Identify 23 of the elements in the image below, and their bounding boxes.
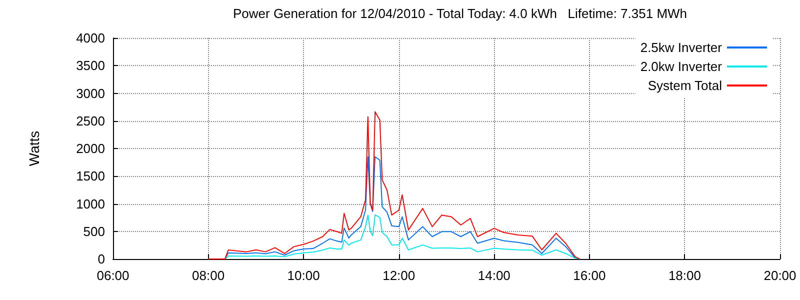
y-tick-label: 1000 <box>76 196 105 212</box>
x-tick-label: 14:00 <box>478 268 510 283</box>
y-tick-label: 3000 <box>76 86 105 101</box>
legend-label: 2.5kw Inverter <box>640 40 723 55</box>
x-tick-label: 18:00 <box>668 268 701 283</box>
chart-title: Power Generation for 12/04/2010 - Total Today: 4.0 kWh Lifetime: 7.351 MWh <box>232 6 688 21</box>
y-tick-label: 2500 <box>76 113 105 128</box>
legend-label: 2.0kw Inverter <box>640 59 723 74</box>
y-tick-label: 0 <box>98 252 105 266</box>
y-tick-label: 2000 <box>76 141 105 156</box>
y-axis-title: Watts <box>26 130 42 166</box>
x-tick-label: 12:00 <box>382 268 416 283</box>
y-tick-label: 3500 <box>76 58 105 74</box>
legend-label: System Total <box>648 78 722 93</box>
y-tick-label: 1500 <box>76 168 105 184</box>
x-tick-label: 16:00 <box>573 268 606 283</box>
x-tick-label: 08:00 <box>192 268 225 283</box>
y-tick-label: 4000 <box>76 30 105 46</box>
x-tick-label: 06:00 <box>96 268 130 283</box>
y-tick-label: 500 <box>83 224 105 239</box>
x-tick-label: 10:00 <box>287 268 320 283</box>
x-tick-label: 20:00 <box>764 268 796 283</box>
line-series <box>208 111 580 260</box>
